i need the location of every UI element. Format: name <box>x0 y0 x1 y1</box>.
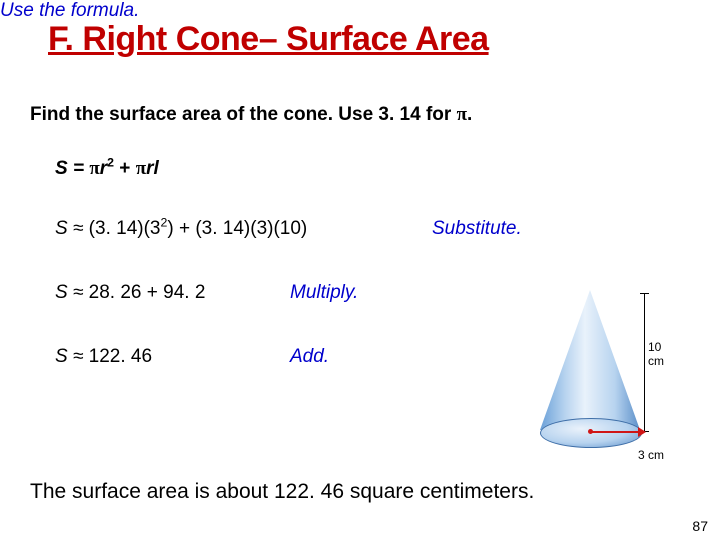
step2-rhs-b: ) + (3. 14)(3)(10) <box>167 218 307 239</box>
step3-lhs: S ≈ <box>55 282 89 303</box>
radius-line <box>590 431 640 433</box>
step4-lhs: S ≈ <box>55 346 89 367</box>
cone-body <box>540 290 640 430</box>
step1-lhs: S = <box>55 158 89 179</box>
cone-figure: 10 cm 3 cm <box>510 280 670 470</box>
dim-tick <box>640 293 649 294</box>
var-r2: r <box>146 158 153 179</box>
step2-rhs-a: (3. 14)(3 <box>89 218 161 239</box>
prompt-prefix: Find the surface area of the cone. Use 3… <box>30 104 457 125</box>
radius-label: 3 cm <box>638 448 664 462</box>
pi-icon: π <box>89 158 99 179</box>
pi-symbol: π <box>457 104 467 125</box>
step4-rhs: 122. 46 <box>89 346 152 367</box>
plus: + <box>114 158 136 179</box>
step3-rhs: 28. 26 + 94. 2 <box>89 282 206 303</box>
arrow-right-icon <box>638 427 646 437</box>
hint-multiply: Multiply. <box>290 282 358 304</box>
slide: F. Right Cone– Surface Area Find the sur… <box>0 0 720 540</box>
step-substitute: S ≈ (3. 14)(32) + (3. 14)(3)(10) <box>55 218 307 240</box>
hint-formula: Use the formula. <box>0 0 139 22</box>
height-dim-line <box>644 294 645 432</box>
step-formula: S = πr2 + πrl <box>55 158 159 180</box>
step-add: S ≈ 122. 46 <box>55 346 152 368</box>
cone-gradient <box>540 290 640 430</box>
slant-label: 10 cm <box>648 340 670 368</box>
pi-icon-2: π <box>136 158 146 179</box>
var-l: l <box>154 158 159 179</box>
problem-prompt: Find the surface area of the cone. Use 3… <box>30 104 472 126</box>
hint-add: Add. <box>290 346 329 368</box>
slide-title: F. Right Cone– Surface Area <box>48 20 489 59</box>
conclusion: The surface area is about 122. 46 square… <box>30 480 534 504</box>
step-multiply: S ≈ 28. 26 + 94. 2 <box>55 282 205 304</box>
exp-2: 2 <box>107 156 114 170</box>
step2-lhs: S ≈ <box>55 218 89 239</box>
prompt-suffix: . <box>467 104 472 125</box>
hint-substitute: Substitute. <box>432 218 522 240</box>
page-number: 87 <box>692 518 708 534</box>
